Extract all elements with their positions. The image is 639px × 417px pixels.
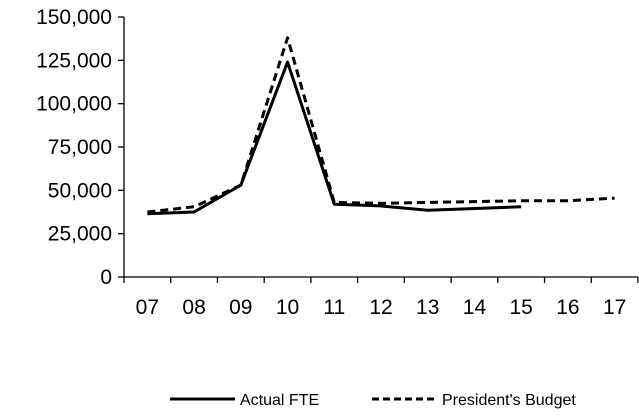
series-line-1 — [147, 36, 615, 214]
x-tick-label: 10 — [276, 296, 299, 319]
y-tick-label: 25,000 — [48, 223, 112, 246]
legend-label-0: Actual FTE — [240, 392, 319, 409]
x-tick-label: 07 — [136, 296, 159, 319]
y-axis-ticks: 0 25,000 50,000 75,000 100,000 125,000 150,000 — [36, 6, 124, 289]
x-tick-label: 15 — [510, 296, 533, 319]
x-tick-label: 13 — [416, 296, 439, 319]
x-tick-label: 16 — [556, 296, 579, 319]
x-tick-label: 17 — [603, 296, 626, 319]
y-tick-label: 150,000 — [36, 6, 112, 29]
y-tick-label: 50,000 — [48, 179, 112, 202]
x-tick-label: 09 — [229, 296, 252, 319]
x-tick-label: 12 — [369, 296, 392, 319]
y-tick-label: 0 — [100, 266, 112, 289]
legend-label-1: President's Budget — [442, 392, 576, 409]
x-tick-label: 11 — [323, 296, 345, 319]
y-tick-label: 75,000 — [48, 136, 112, 159]
series-layer — [147, 36, 615, 216]
y-tick-label: 125,000 — [36, 49, 112, 72]
legend: Actual FTE President's Budget — [170, 392, 576, 409]
x-tick-label: 08 — [182, 296, 205, 319]
x-tick-label: 14 — [463, 296, 487, 319]
y-tick-label: 100,000 — [36, 93, 112, 116]
series-line-0 — [147, 60, 522, 216]
x-axis-ticks: 07 08 09 10 11 12 13 14 15 16 17 — [123, 277, 639, 319]
